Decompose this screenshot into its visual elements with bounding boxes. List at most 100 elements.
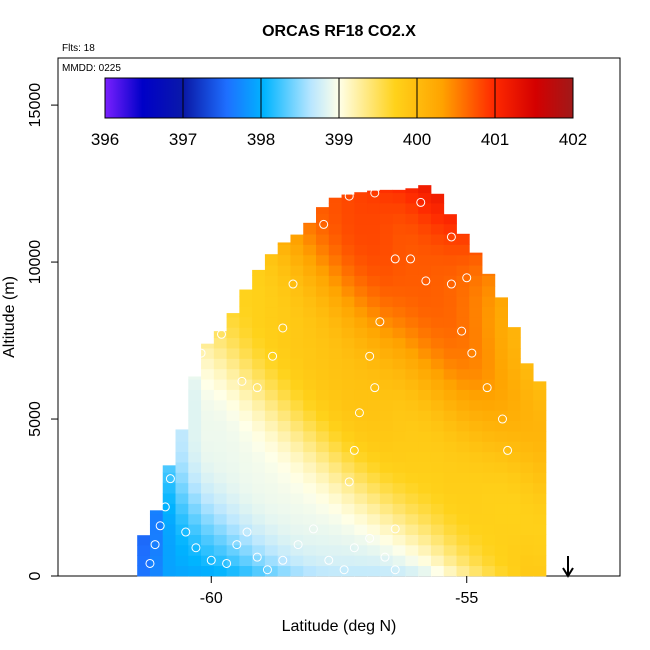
heatmap-cell [303, 462, 317, 473]
heatmap-cell [379, 327, 394, 339]
heatmap-cell [443, 348, 457, 359]
heatmap-cell [303, 534, 317, 546]
heatmap-cell [316, 451, 330, 463]
heatmap-cell [392, 399, 406, 411]
heatmap-cell [316, 296, 330, 308]
heatmap-cell [162, 534, 176, 546]
observation-point [416, 197, 426, 207]
heatmap-cell [405, 234, 419, 245]
heatmap-cell [341, 213, 355, 225]
heatmap-cell [494, 317, 508, 328]
heatmap-cell [201, 534, 215, 546]
heatmap-cell [239, 451, 253, 463]
heatmap-cell [213, 368, 227, 380]
heatmap-cell [507, 482, 521, 494]
heatmap-cell [277, 472, 291, 484]
heatmap-cell [494, 503, 508, 515]
heatmap-cell [277, 317, 291, 328]
heatmap-cell [354, 275, 368, 287]
heatmap-cell [494, 441, 508, 453]
heatmap-cell [328, 524, 342, 535]
heatmap-cell [341, 317, 355, 328]
heatmap-cell [469, 565, 483, 577]
heatmap-cell [379, 213, 394, 225]
heatmap-cell [482, 482, 496, 494]
heatmap-cell [533, 555, 547, 567]
heatmap-cell [226, 348, 240, 359]
heatmap-cell [469, 420, 483, 432]
heatmap-cell [264, 399, 279, 411]
heatmap-cell [507, 358, 521, 370]
heatmap-cell [239, 368, 253, 380]
heatmap-cell [201, 358, 215, 370]
heatmap-cell [456, 233, 470, 235]
heatmap-cell [507, 462, 521, 473]
heatmap-cell [443, 544, 457, 556]
heatmap-cell [239, 306, 253, 318]
heatmap-cell [507, 451, 521, 463]
heatmap-cell [175, 482, 189, 494]
heatmap-cell [175, 555, 189, 567]
heatmap-cell [341, 493, 355, 504]
heatmap-cell [456, 265, 470, 276]
heatmap-cell [264, 482, 279, 494]
heatmap-cell [277, 306, 291, 318]
heatmap-cell [520, 472, 534, 484]
heatmap-cell [201, 379, 215, 390]
heatmap-cell [443, 265, 457, 276]
heatmap-cell [392, 223, 406, 235]
heatmap-cell [379, 565, 394, 577]
heatmap-cell [507, 327, 521, 339]
heatmap-cell [137, 565, 151, 577]
heatmap-cell [290, 337, 304, 349]
heatmap-cell [456, 275, 470, 287]
heatmap-cell [290, 306, 304, 318]
heatmap-cell [392, 358, 406, 370]
heatmap-cell [290, 462, 304, 473]
heatmap-cell [494, 565, 508, 577]
heatmap-cell [201, 410, 215, 421]
heatmap-cell [264, 348, 279, 359]
heatmap-cell [252, 399, 266, 411]
heatmap-cell [213, 524, 227, 535]
observation-point [308, 524, 318, 534]
observation-point [390, 524, 400, 534]
heatmap-cell [264, 513, 279, 525]
heatmap-cell [430, 275, 445, 287]
heatmap-cell [533, 462, 547, 473]
heatmap-cell [430, 379, 445, 390]
heatmap-cell [226, 379, 240, 390]
heatmap-cell [316, 555, 330, 567]
heatmap-cell [392, 534, 406, 546]
heatmap-cell [252, 451, 266, 463]
heatmap-cell [213, 565, 227, 577]
heatmap-cell [379, 524, 394, 535]
heatmap-cell [418, 493, 432, 504]
heatmap-cell [354, 213, 368, 225]
heatmap-cell [418, 410, 432, 421]
heatmap-cell [277, 441, 291, 453]
heatmap-cell [328, 275, 342, 287]
observation-point [370, 383, 380, 393]
heatmap-cell [277, 555, 291, 567]
heatmap-cell [367, 565, 381, 577]
heatmap-cell [226, 493, 240, 504]
heatmap-cell [162, 472, 176, 484]
heatmap-cell [264, 555, 279, 567]
heatmap-cell [264, 462, 279, 473]
heatmap-cell [533, 430, 547, 442]
heatmap-cell [392, 493, 406, 504]
heatmap-cell [443, 462, 457, 473]
heatmap-cell [520, 420, 534, 432]
colorbar-tick-label: 400 [403, 130, 431, 149]
heatmap-cell [443, 358, 457, 370]
heatmap-cell [252, 327, 266, 339]
heatmap-cell [239, 337, 253, 349]
heatmap-cell [328, 441, 342, 453]
heatmap-cell [418, 223, 432, 235]
heatmap-cell [392, 275, 406, 287]
heatmap-cell [264, 285, 279, 297]
heatmap-cell [354, 544, 368, 556]
heatmap-cell [252, 410, 266, 421]
heatmap-cell [443, 565, 457, 577]
